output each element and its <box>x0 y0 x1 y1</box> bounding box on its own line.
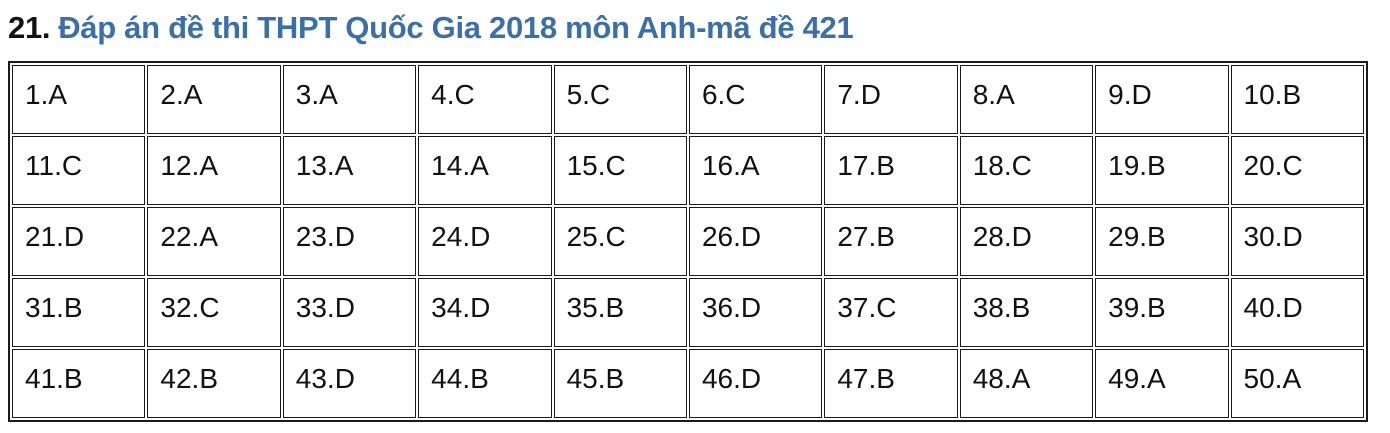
answer-cell: 39.B <box>1095 277 1229 347</box>
answer-cell: 12.A <box>147 135 281 205</box>
answer-cell: 3.A <box>282 64 417 134</box>
answer-cell: 15.C <box>553 135 687 205</box>
title-text: Đáp án đề thi THPT Quốc Gia 2018 môn Anh… <box>58 10 854 45</box>
answer-cell: 16.A <box>688 135 823 205</box>
answer-cell: 26.D <box>688 206 823 276</box>
answer-cell: 10.B <box>1230 64 1364 134</box>
answer-key-table: 1.A 2.A 3.A 4.C 5.C 6.C 7.D 8.A 9.D 10.B 11.C 12.A 1… <box>8 60 1368 422</box>
answer-cell: 35.B <box>553 277 687 347</box>
answer-cell: 43.D <box>282 348 417 418</box>
answer-cell: 22.A <box>147 206 281 276</box>
answer-cell: 50.A <box>1230 348 1364 418</box>
answer-cell: 33.D <box>282 277 417 347</box>
answer-cell: 9.D <box>1095 64 1229 134</box>
answer-cell: 34.D <box>418 277 552 347</box>
answer-cell: 7.D <box>824 64 958 134</box>
answer-cell: 49.A <box>1095 348 1229 418</box>
answer-cell: 31.B <box>12 277 146 347</box>
answer-cell: 11.C <box>12 135 146 205</box>
answer-cell: 18.C <box>959 135 1094 205</box>
answer-cell: 19.B <box>1095 135 1229 205</box>
answer-cell: 46.D <box>688 348 823 418</box>
answer-cell: 28.D <box>959 206 1094 276</box>
answer-cell: 14.A <box>418 135 552 205</box>
answer-cell: 44.B <box>418 348 552 418</box>
answer-cell: 37.C <box>824 277 958 347</box>
answer-cell: 47.B <box>824 348 958 418</box>
answer-cell: 25.C <box>553 206 687 276</box>
answer-cell: 23.D <box>282 206 417 276</box>
answer-cell: 40.D <box>1230 277 1364 347</box>
answer-cell: 8.A <box>959 64 1094 134</box>
answer-cell: 13.A <box>282 135 417 205</box>
answer-cell: 6.C <box>688 64 823 134</box>
answer-cell: 5.C <box>553 64 687 134</box>
answer-cell: 36.D <box>688 277 823 347</box>
answer-cell: 20.C <box>1230 135 1364 205</box>
answer-cell: 21.D <box>12 206 146 276</box>
answer-cell: 32.C <box>147 277 281 347</box>
answer-cell: 27.B <box>824 206 958 276</box>
table-row: 31.B 32.C 33.D 34.D 35.B 36.D 37.C 38.B 39.B 40.D <box>12 277 1364 347</box>
answer-cell: 2.A <box>147 64 281 134</box>
answer-cell: 42.B <box>147 348 281 418</box>
answer-cell: 1.A <box>12 64 146 134</box>
table-row: 41.B 42.B 43.D 44.B 45.B 46.D 47.B 48.A 49.A 50.A <box>12 348 1364 418</box>
answer-cell: 48.A <box>959 348 1094 418</box>
table-row: 11.C 12.A 13.A 14.A 15.C 16.A 17.B 18.C 19.B 20.C <box>12 135 1364 205</box>
answer-cell: 41.B <box>12 348 146 418</box>
table-row: 1.A 2.A 3.A 4.C 5.C 6.C 7.D 8.A 9.D 10.B <box>12 64 1364 134</box>
page-title: 21. Đáp án đề thi THPT Quốc Gia 2018 môn … <box>0 0 1390 46</box>
answer-cell: 29.B <box>1095 206 1229 276</box>
table-row: 21.D 22.A 23.D 24.D 25.C 26.D 27.B 28.D 29.B 30.D <box>12 206 1364 276</box>
answer-table-body: 1.A 2.A 3.A 4.C 5.C 6.C 7.D 8.A 9.D 10.B 11.C 12.A 1… <box>12 64 1364 418</box>
title-number: 21. <box>8 10 51 45</box>
answer-cell: 30.D <box>1230 206 1364 276</box>
answer-cell: 24.D <box>418 206 552 276</box>
answer-cell: 38.B <box>959 277 1094 347</box>
answer-cell: 4.C <box>418 64 552 134</box>
answer-cell: 45.B <box>553 348 687 418</box>
answer-cell: 17.B <box>824 135 958 205</box>
